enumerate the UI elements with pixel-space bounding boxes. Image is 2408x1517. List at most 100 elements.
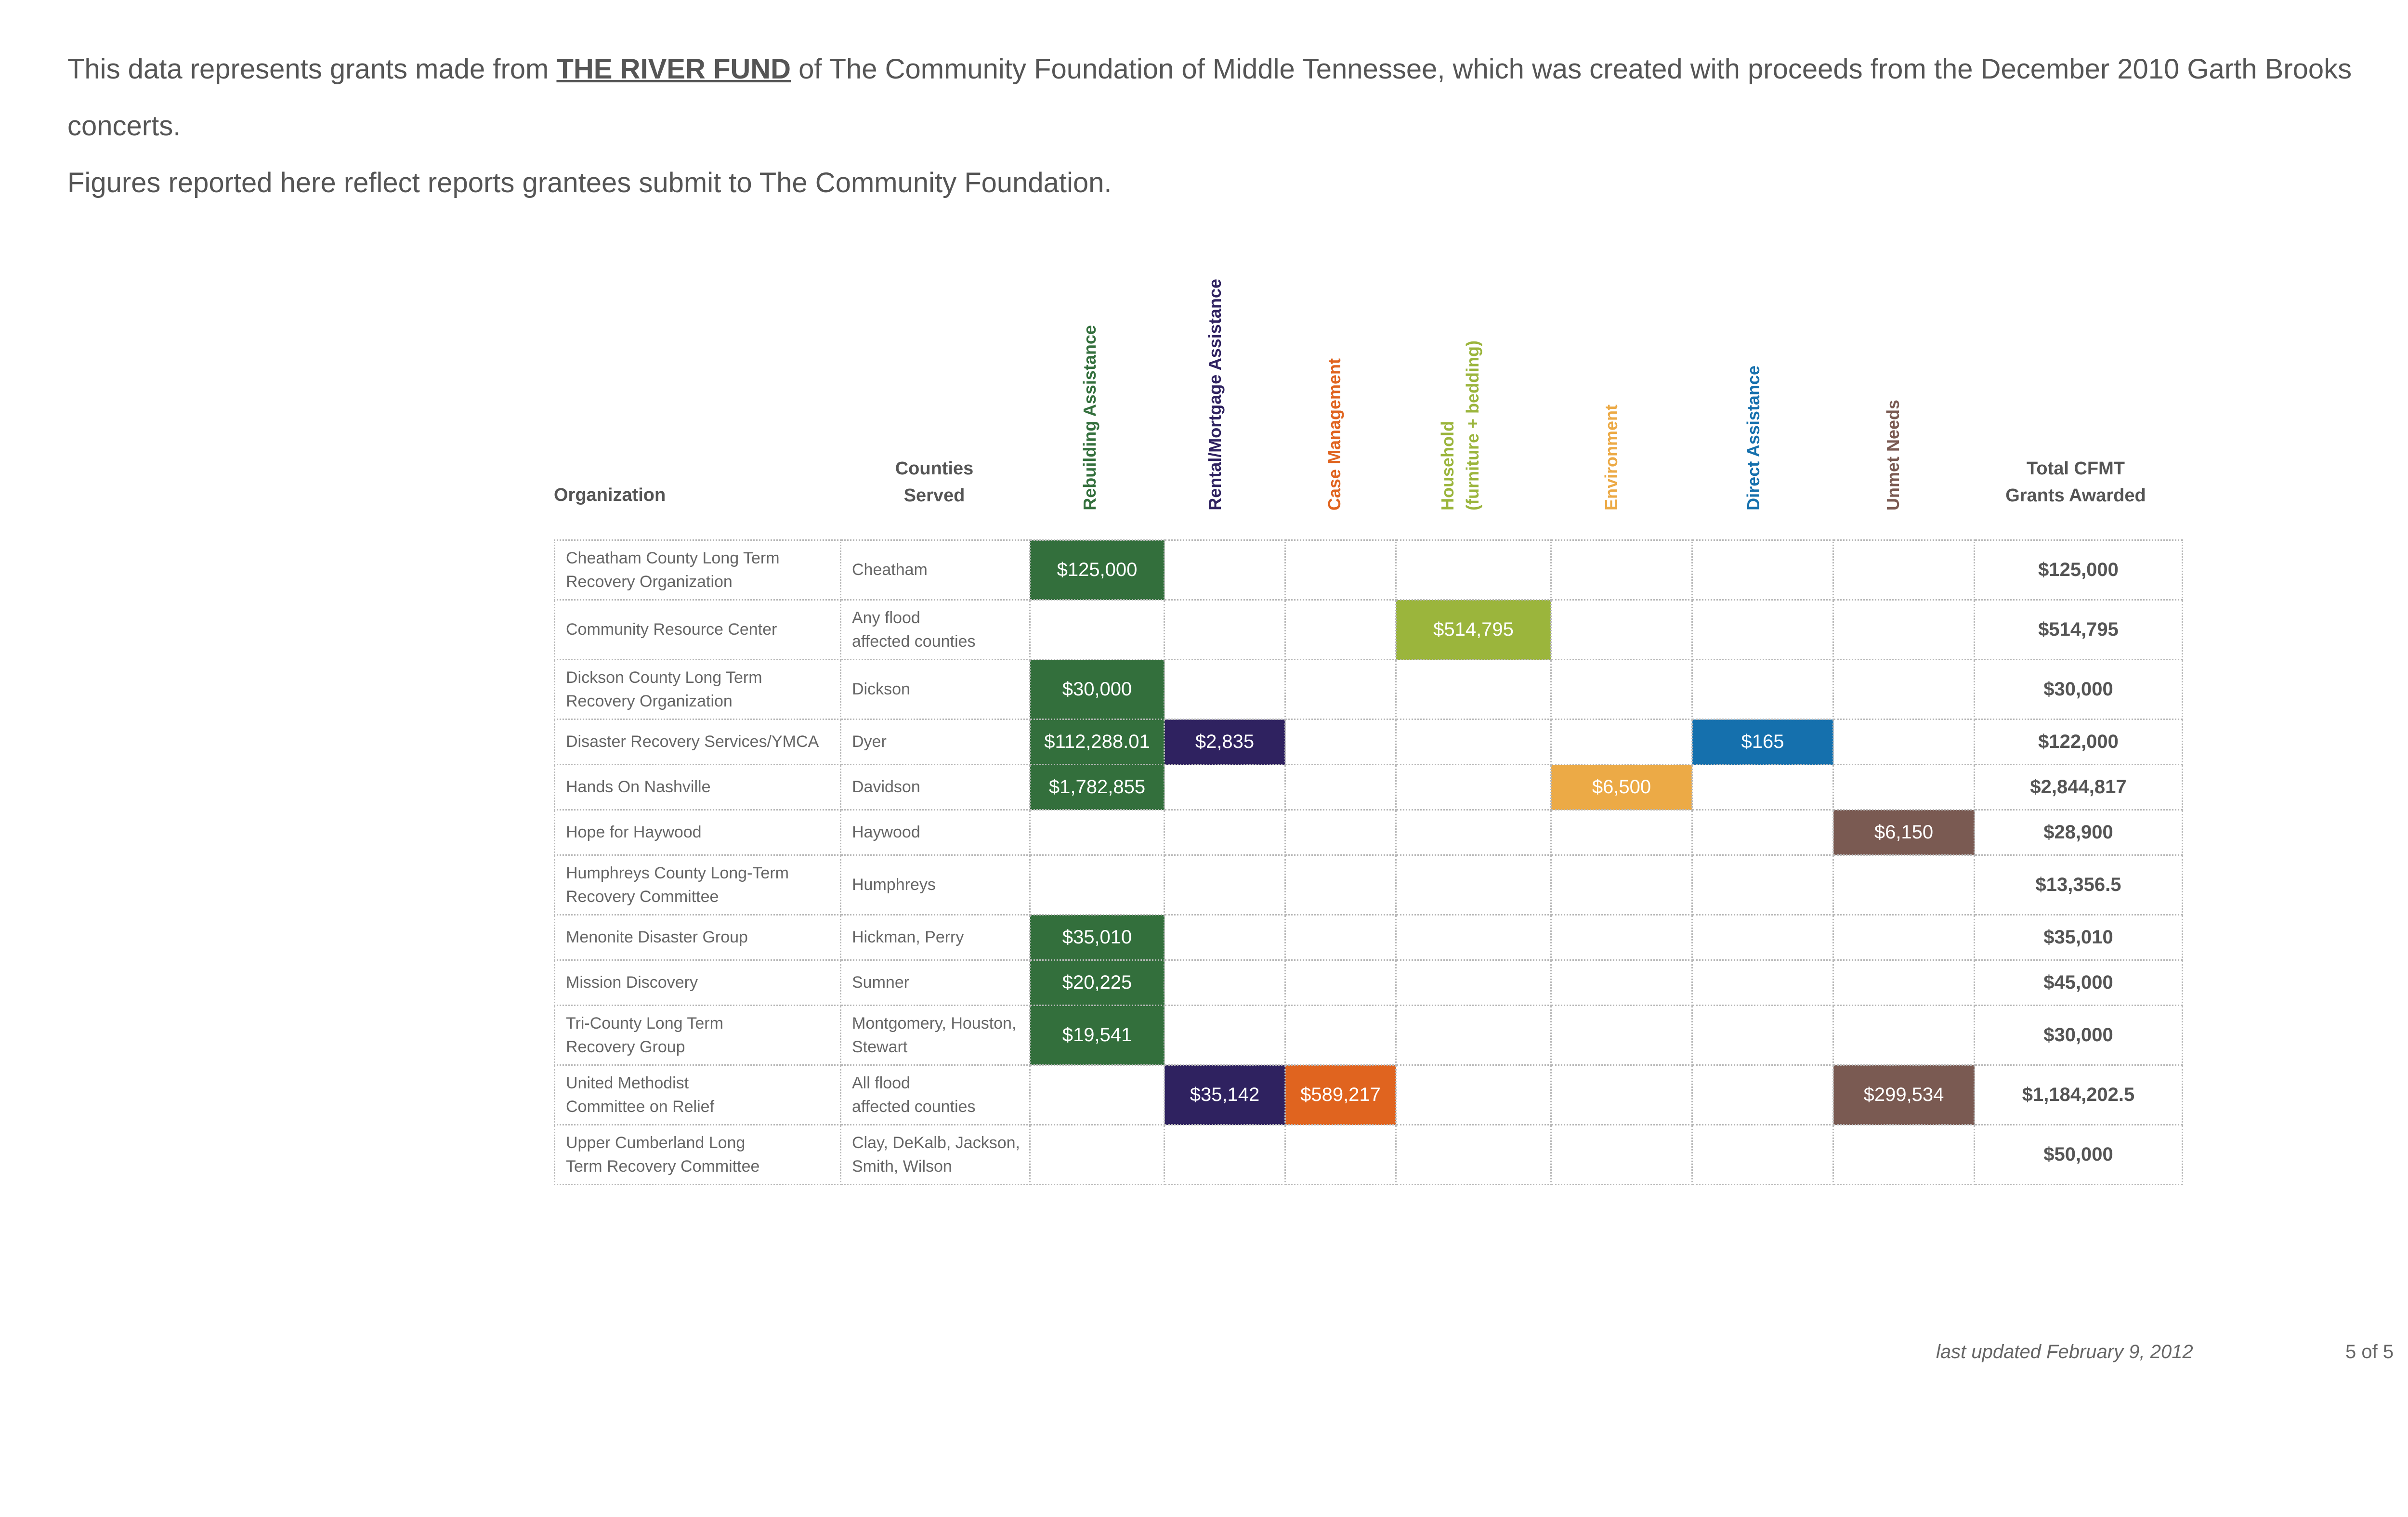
intro-text: This data represents grants made from TH… <box>67 41 2403 211</box>
counties-cell: Haywood <box>840 809 1031 856</box>
organization-cell: Cheatham County Long Term Recovery Organi… <box>554 539 841 601</box>
table-row: Humphreys County Long-Term Recovery Commi… <box>554 854 2183 915</box>
counties-line: Clay, DeKalb, Jackson, <box>852 1133 1020 1152</box>
counties-line: affected counties <box>852 632 976 651</box>
grant-amount-cell <box>1395 914 1552 961</box>
grant-amount-cell <box>1284 719 1397 765</box>
page-number: 5 of 5 <box>2345 1341 2394 1362</box>
grant-amount-cell <box>1395 539 1552 601</box>
grant-amount-cell <box>1029 1124 1165 1185</box>
organization-cell: Hope for Haywood <box>554 809 841 856</box>
grant-amount-cell <box>1832 764 1975 811</box>
grant-amount-cell <box>1284 599 1397 660</box>
grant-amount-cell <box>1164 959 1286 1006</box>
total-grants-cell: $125,000 <box>1974 539 2183 601</box>
counties-cell: Davidson <box>840 764 1031 811</box>
organization-line: Dickson County Long Term <box>566 668 762 687</box>
counties-line: Humphreys <box>852 876 936 894</box>
organization-cell: Community Resource Center <box>554 599 841 660</box>
grant-amount-cell <box>1164 539 1286 601</box>
intro-line-1-start: This data represents grants made from <box>67 53 557 85</box>
organization-line: United Methodist <box>566 1073 689 1092</box>
grant-amount-cell <box>1550 809 1693 856</box>
grant-amount-cell <box>1550 1064 1693 1125</box>
counties-line: Davidson <box>852 778 920 796</box>
organization-cell: United Methodist Committee on Relief <box>554 1064 841 1125</box>
organization-cell: Tri-County Long Term Recovery Group <box>554 1005 841 1066</box>
header-counties-line-1: Counties <box>895 458 974 479</box>
grant-amount-cell <box>1029 809 1165 856</box>
total-grants-cell: $30,000 <box>1974 1005 2183 1066</box>
grant-amount-cell <box>1691 1124 1834 1185</box>
table-row: Menonite Disaster Group Hickman, Perry $35… <box>554 914 2183 961</box>
total-grants-cell: $30,000 <box>1974 659 2183 720</box>
grant-amount-cell: $299,534 <box>1832 1064 1975 1125</box>
category-header-6: Unmet Needs <box>1881 400 1906 510</box>
grant-amount-cell <box>1832 959 1975 1006</box>
total-grants-cell: $1,184,202.5 <box>1974 1064 2183 1125</box>
category-header-line-1: Environment <box>1601 404 1621 510</box>
counties-line: affected counties <box>852 1097 976 1116</box>
organization-cell: Menonite Disaster Group <box>554 914 841 961</box>
grants-table: Cheatham County Long Term Recovery Organi… <box>554 539 2183 1185</box>
table-row: Disaster Recovery Services/YMCA Dyer $112,… <box>554 719 2183 765</box>
counties-line: Montgomery, Houston, <box>852 1014 1017 1033</box>
grant-amount-cell <box>1550 959 1693 1006</box>
header-total-grants: Total CFMT Grants Awarded <box>1960 455 2191 509</box>
grant-amount-cell <box>1284 914 1397 961</box>
category-header-line-1: Rebuilding Assistance <box>1080 325 1099 510</box>
organization-line: Hands On Nashville <box>566 778 711 796</box>
grant-amount-cell <box>1550 914 1693 961</box>
grant-amount-cell <box>1284 764 1397 811</box>
grant-amount-cell <box>1284 539 1397 601</box>
grant-amount-cell <box>1691 1064 1834 1125</box>
counties-cell: Dyer <box>840 719 1031 765</box>
organization-line: Menonite Disaster Group <box>566 928 748 946</box>
grant-amount-cell <box>1832 1005 1975 1066</box>
counties-line: Dyer <box>852 732 887 751</box>
total-grants-cell: $28,900 <box>1974 809 2183 856</box>
grant-amount-cell: $112,288.01 <box>1029 719 1165 765</box>
organization-line: Tri-County Long Term <box>566 1014 723 1033</box>
category-header-3: Household (furniture + bedding) <box>1435 340 1485 510</box>
grant-amount-cell <box>1164 599 1286 660</box>
counties-cell: Montgomery, Houston, Stewart <box>840 1005 1031 1066</box>
river-fund-link[interactable]: THE RIVER FUND <box>556 53 791 85</box>
table-row: United Methodist Committee on Relief All f… <box>554 1064 2183 1125</box>
intro-line-2: Figures reported here reflect reports gr… <box>67 167 1112 198</box>
grant-amount-cell <box>1691 539 1834 601</box>
organization-line: Cheatham County Long Term <box>566 549 780 567</box>
header-total-line-1: Total CFMT <box>2026 458 2125 479</box>
total-grants-cell: $13,356.5 <box>1974 854 2183 915</box>
grant-amount-cell <box>1164 659 1286 720</box>
counties-line: All flood <box>852 1073 910 1092</box>
grant-amount-cell <box>1550 659 1693 720</box>
grant-amount-cell <box>1832 914 1975 961</box>
category-header-2: Case Management <box>1322 358 1347 510</box>
grant-amount-cell <box>1029 1064 1165 1125</box>
organization-line: Community Resource Center <box>566 620 777 639</box>
table-row: Hands On Nashville Davidson $1,782,855 $6,5… <box>554 764 2183 811</box>
grant-amount-cell <box>1029 599 1165 660</box>
grant-amount-cell: $35,010 <box>1029 914 1165 961</box>
category-header-line-1: Case Management <box>1324 358 1344 510</box>
grant-amount-cell <box>1550 539 1693 601</box>
counties-line: Sumner <box>852 973 910 992</box>
counties-line: Hickman, Perry <box>852 928 964 946</box>
category-header-1: Rental/Mortgage Assistance <box>1203 279 1228 510</box>
table-row: Mission Discovery Sumner $20,225 $45,000 <box>554 959 2183 1006</box>
category-header-5: Direct Assistance <box>1741 366 1766 510</box>
organization-cell: Humphreys County Long-Term Recovery Commi… <box>554 854 841 915</box>
total-grants-cell: $50,000 <box>1974 1124 2183 1185</box>
organization-line: Mission Discovery <box>566 973 698 992</box>
intro-line-1-end: of The Community Foundation of Middle Te… <box>67 53 2352 142</box>
grant-amount-cell <box>1284 1124 1397 1185</box>
organization-line: Hope for Haywood <box>566 823 702 841</box>
grant-amount-cell <box>1395 1124 1552 1185</box>
table-row: Cheatham County Long Term Recovery Organi… <box>554 539 2183 601</box>
grant-amount-cell <box>1164 809 1286 856</box>
grant-amount-cell <box>1284 809 1397 856</box>
counties-line: Dickson <box>852 680 910 698</box>
grant-amount-cell: $2,835 <box>1164 719 1286 765</box>
grant-amount-cell: $125,000 <box>1029 539 1165 601</box>
